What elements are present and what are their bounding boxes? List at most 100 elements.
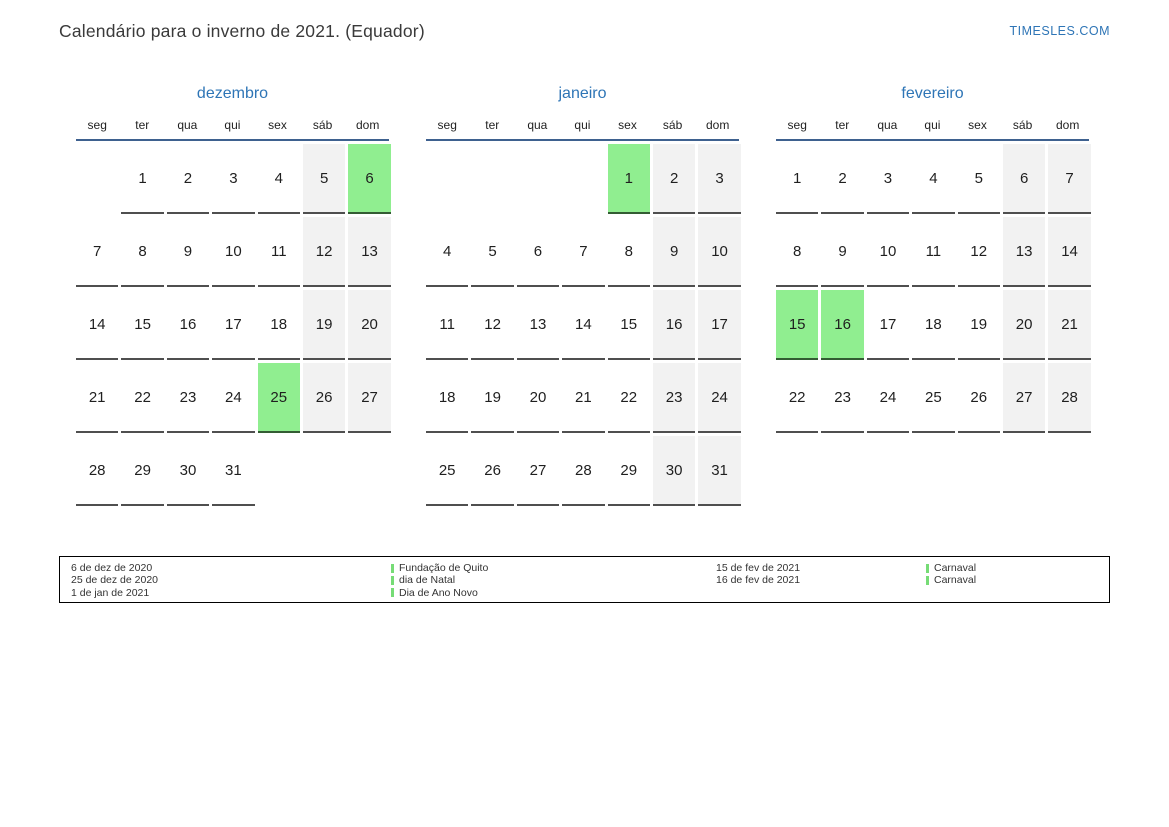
day-cell: 22	[121, 363, 164, 433]
day-cell: 9	[652, 217, 696, 287]
weekday-label: sex	[268, 118, 287, 132]
day-cell: 13	[348, 217, 391, 287]
day-cell: 1	[607, 144, 650, 214]
weekday-label: dom	[705, 118, 730, 132]
day-cell: 16	[652, 290, 696, 360]
day-cell: 29	[607, 436, 650, 506]
holiday-legend: 6 de dez de 2020 25 de dez de 2020 1 de ja…	[59, 556, 1110, 603]
weekday-header: seg ter qua qui sex sáb dom	[76, 118, 389, 141]
holiday-marker-icon	[926, 575, 929, 585]
day-cell: 5	[302, 144, 346, 214]
day-cell: 26	[302, 363, 346, 433]
legend-names-column: Fundação de Quito dia de Natal Dia de Ano …	[391, 562, 716, 602]
empty-cell	[303, 436, 345, 506]
day-cell: 21	[76, 363, 119, 433]
day-cell: 27	[516, 436, 560, 506]
day-cell: 14	[562, 290, 605, 360]
weekday-label: qua	[877, 118, 898, 132]
day-cell: 3	[212, 144, 255, 214]
day-grid: 1 2 3 4 5 6 7 8 9 10 11 12 13 14 15 16 17 18 19 20 21 22 23 24 2…	[76, 144, 391, 506]
weekday-label: seg	[787, 118, 807, 132]
holiday-marker-icon	[926, 563, 929, 573]
legend-date: 25 de dez de 2020	[71, 574, 158, 587]
day-cell: 7	[562, 217, 605, 287]
day-cell: 24	[212, 363, 255, 433]
day-cell: 25	[912, 363, 955, 433]
legend-date: 15 de fev de 2021	[716, 562, 801, 574]
holiday-marker-icon	[391, 588, 394, 598]
day-cell: 21	[1048, 290, 1091, 360]
weekday-label: sex	[968, 118, 987, 132]
day-grid: 1 2 3 4 5 6 7 8 9 10 11 12 13 14 15 16 17 18 19 20 21 22 23 24 2…	[776, 144, 1091, 433]
day-cell: 6	[1002, 144, 1046, 214]
day-cell: 19	[957, 290, 1000, 360]
legend-holiday-name: Dia de Ano Novo	[399, 586, 478, 599]
legend-date: 6 de dez de 2020	[71, 562, 153, 574]
day-cell: 28	[76, 436, 119, 506]
empty-cell	[258, 436, 300, 506]
day-cell: 31	[698, 436, 741, 506]
day-cell: 18	[426, 363, 469, 433]
weekday-label: sex	[618, 118, 637, 132]
day-cell: 20	[516, 363, 560, 433]
day-cell: 7	[76, 217, 119, 287]
day-cell: 25	[426, 436, 469, 506]
weekday-label: qui	[574, 118, 591, 132]
legend-holiday: dia de Natal	[391, 574, 716, 586]
day-cell: 25	[257, 363, 300, 433]
weekday-label: qui	[224, 118, 241, 132]
weekday-label: seg	[437, 118, 457, 132]
weekday-label: qua	[527, 118, 548, 132]
day-cell: 27	[348, 363, 391, 433]
day-cell: 18	[912, 290, 955, 360]
weekday-label: ter	[835, 118, 850, 132]
day-cell: 26	[471, 436, 514, 506]
day-cell: 3	[866, 144, 910, 214]
day-cell: 24	[866, 363, 910, 433]
day-cell: 14	[1048, 217, 1091, 287]
day-cell: 11	[912, 217, 955, 287]
day-cell: 16	[166, 290, 210, 360]
day-cell: 15	[121, 290, 164, 360]
page-header: Calendário para o inverno de 2021. (Equa…	[0, 0, 1169, 42]
day-cell: 9	[821, 217, 864, 287]
day-cell: 23	[166, 363, 210, 433]
holiday-marker-icon	[391, 575, 394, 585]
legend-dates-column: 15 de fev de 2021 16 de fev de 2021	[716, 562, 926, 602]
holiday-marker-icon	[391, 563, 394, 573]
empty-cell	[471, 144, 513, 214]
legend-holiday-name: Fundação de Quito	[399, 562, 489, 574]
empty-cell	[348, 436, 390, 506]
day-cell: 16	[821, 290, 864, 360]
legend-holiday: Carnaval	[926, 574, 1109, 586]
day-cell: 7	[1048, 144, 1091, 214]
day-cell: 14	[76, 290, 119, 360]
site-link[interactable]: TIMESLES.COM	[1009, 24, 1110, 38]
month-dezembro: dezembro seg ter qua qui sex sáb dom 1 2 3 4 5 6 7 8 9 10…	[76, 84, 391, 506]
day-cell: 8	[121, 217, 164, 287]
day-cell: 15	[776, 290, 819, 360]
empty-cell	[76, 144, 118, 214]
day-cell: 11	[257, 217, 300, 287]
day-cell: 15	[607, 290, 650, 360]
day-cell: 5	[957, 144, 1000, 214]
day-cell: 27	[1002, 363, 1046, 433]
legend-holiday: Dia de Ano Novo	[391, 587, 716, 599]
day-cell: 29	[121, 436, 164, 506]
day-cell: 10	[698, 217, 741, 287]
empty-cell	[562, 144, 604, 214]
day-cell: 10	[866, 217, 910, 287]
weekday-label: ter	[485, 118, 500, 132]
day-cell: 6	[348, 144, 391, 214]
day-cell: 1	[121, 144, 164, 214]
calendar-months: dezembro seg ter qua qui sex sáb dom 1 2 3 4 5 6 7 8 9 10…	[76, 84, 1169, 506]
day-cell: 17	[212, 290, 255, 360]
legend-holiday: Carnaval	[926, 562, 1109, 574]
day-cell: 22	[607, 363, 650, 433]
day-cell: 23	[821, 363, 864, 433]
day-cell: 30	[166, 436, 210, 506]
day-cell: 2	[821, 144, 864, 214]
day-cell: 13	[1002, 217, 1046, 287]
page-title: Calendário para o inverno de 2021. (Equa…	[59, 21, 425, 41]
day-cell: 22	[776, 363, 819, 433]
